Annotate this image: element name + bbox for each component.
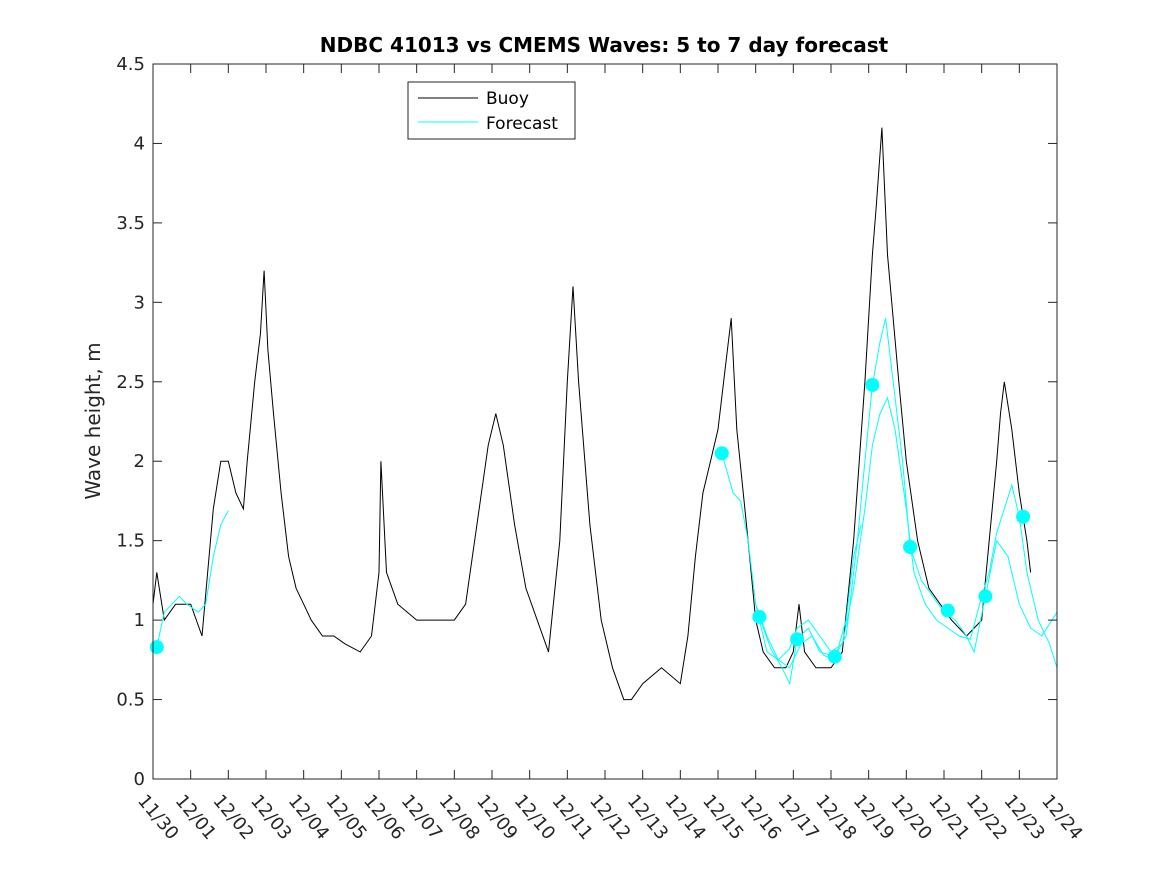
forecast-start-marker-4 bbox=[827, 649, 842, 664]
legend-forecast-label: Forecast bbox=[486, 114, 558, 134]
series-line-buoy-0 bbox=[152, 127, 1032, 701]
forecast-start-marker-3 bbox=[790, 632, 805, 647]
y-axis: 0 0.5 1 1.5 2 2.5 3 3.5 4 4.5 bbox=[116, 54, 1057, 790]
plot-area bbox=[149, 127, 1058, 701]
y-axis-label: Wave height, m bbox=[81, 342, 105, 499]
y-tick-label: 3.5 bbox=[116, 213, 145, 234]
series-line-forecast-1 bbox=[156, 510, 229, 648]
y-tick-label: 4 bbox=[134, 133, 145, 154]
forecast-start-marker-1 bbox=[714, 446, 729, 461]
forecast-start-marker-9 bbox=[1016, 509, 1031, 524]
y-tick-label: 2 bbox=[134, 451, 145, 472]
chart-title: NDBC 41013 vs CMEMS Waves: 5 to 7 day fo… bbox=[320, 33, 889, 57]
y-tick-label: 2.5 bbox=[116, 372, 145, 393]
forecast-start-marker-0 bbox=[149, 640, 164, 655]
legend-buoy-label: Buoy bbox=[486, 89, 529, 109]
y-tick-label: 3 bbox=[134, 292, 145, 313]
series-line-forecast-3 bbox=[758, 318, 1058, 686]
y-tick-label: 0.5 bbox=[116, 690, 145, 711]
forecast-start-marker-6 bbox=[903, 540, 918, 554]
y-tick-label: 4.5 bbox=[116, 54, 145, 75]
forecast-start-marker-8 bbox=[978, 589, 993, 604]
forecast-start-marker-5 bbox=[865, 378, 880, 392]
legend-box bbox=[407, 81, 576, 140]
series-line-forecast-4 bbox=[755, 524, 862, 669]
y-tick-label: 1 bbox=[134, 610, 145, 631]
forecast-start-marker-7 bbox=[940, 603, 955, 618]
y-tick-label: 1.5 bbox=[116, 531, 145, 552]
legend: Buoy Forecast bbox=[407, 81, 576, 140]
y-tick-label: 0 bbox=[134, 769, 145, 790]
forecast-start-marker-2 bbox=[752, 609, 767, 624]
